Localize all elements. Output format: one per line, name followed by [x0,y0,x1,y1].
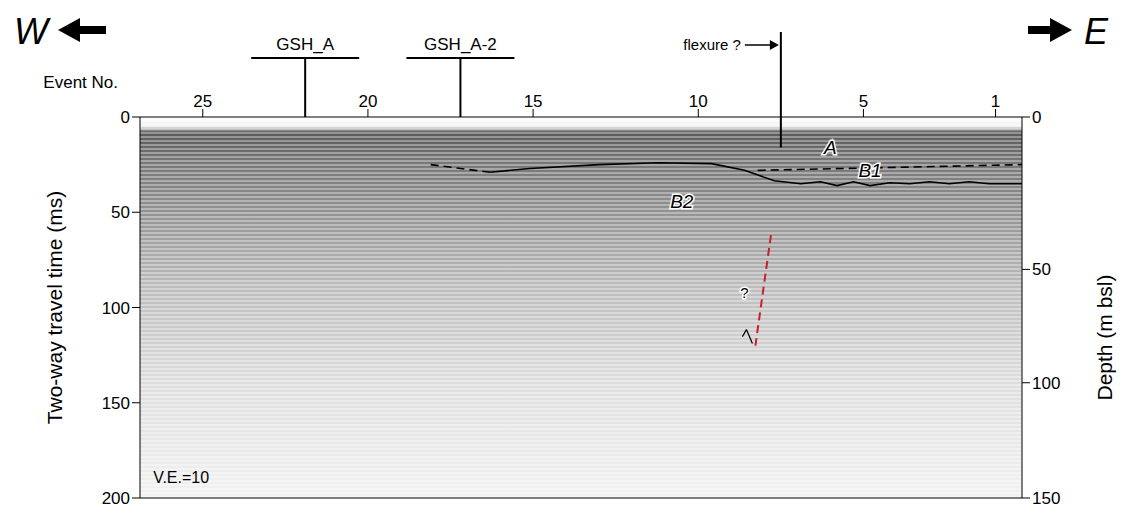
svg-text:1: 1 [991,92,1000,111]
svg-text:B2: B2 [670,191,694,212]
svg-text:0: 0 [1032,108,1041,127]
svg-text:?: ? [740,284,748,301]
svg-text:Event No.: Event No. [43,73,118,92]
svg-text:100: 100 [1032,374,1060,393]
svg-text:5: 5 [859,92,868,111]
svg-text:Two-way travel time (ms): Two-way travel time (ms) [43,191,66,424]
svg-text:200: 200 [102,489,130,508]
svg-text:V.E.=10: V.E.=10 [153,469,209,486]
svg-text:20: 20 [358,92,377,111]
svg-text:15: 15 [524,92,543,111]
svg-text:W: W [14,11,51,52]
svg-text:50: 50 [111,203,130,222]
svg-text:A: A [823,137,837,158]
svg-text:B1: B1 [858,160,881,181]
svg-text:0: 0 [121,108,130,127]
svg-text:GSH_A: GSH_A [276,35,334,54]
svg-text:E: E [1084,11,1109,52]
svg-text:GSH_A-2: GSH_A-2 [424,35,497,54]
svg-text:150: 150 [102,394,130,413]
svg-text:50: 50 [1032,260,1051,279]
svg-text:25: 25 [193,92,212,111]
svg-text:flexure ?: flexure ? [683,36,741,53]
svg-text:Depth (m bsl): Depth (m bsl) [1093,274,1116,400]
svg-text:150: 150 [1032,489,1060,508]
svg-text:10: 10 [689,92,708,111]
svg-text:100: 100 [102,299,130,318]
